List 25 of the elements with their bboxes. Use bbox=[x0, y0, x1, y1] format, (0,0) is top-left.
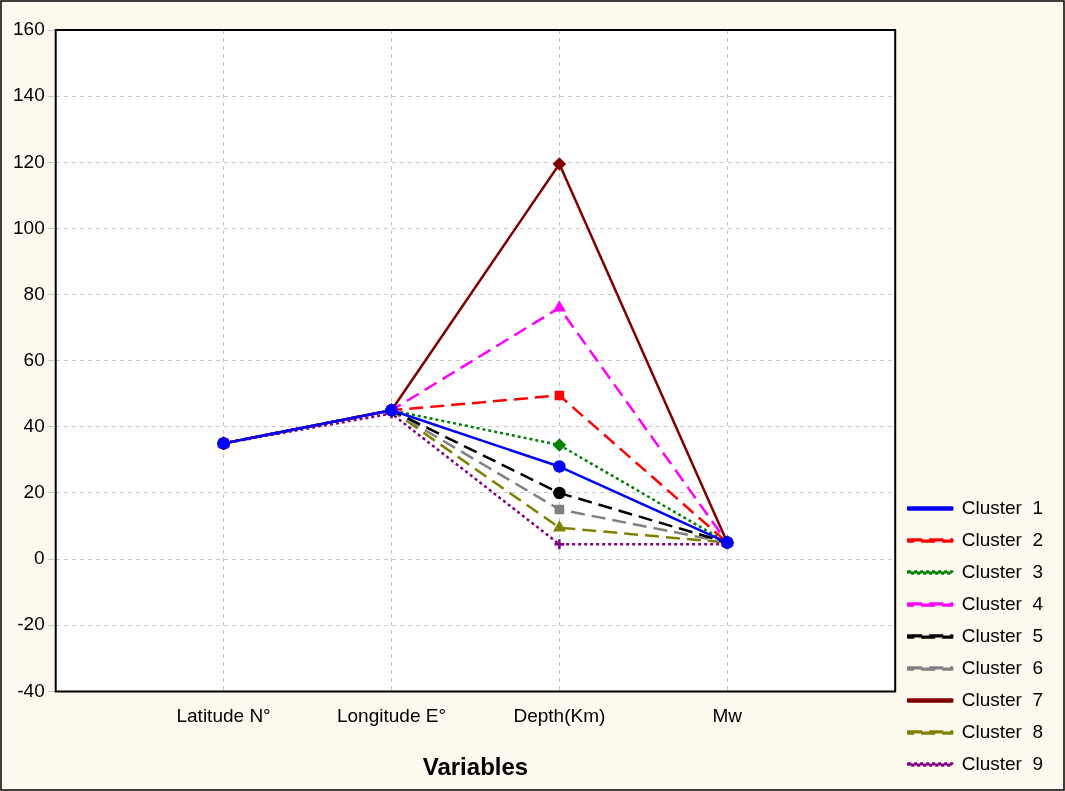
y-tick-label: 140 bbox=[13, 84, 45, 106]
y-tick-label: 0 bbox=[34, 547, 45, 569]
legend-label: Cluster 4 bbox=[961, 592, 1044, 614]
x-tick-label: Mw bbox=[712, 705, 743, 727]
y-tick-label: 60 bbox=[23, 348, 45, 370]
y-tick-label: 80 bbox=[23, 282, 45, 304]
y-tick-label: 100 bbox=[13, 216, 45, 238]
legend-label: Cluster 2 bbox=[961, 528, 1044, 550]
y-tick-label: -20 bbox=[17, 613, 45, 635]
legend-label: Cluster 8 bbox=[961, 720, 1044, 742]
legend-label: Cluster 6 bbox=[961, 656, 1044, 678]
x-tick-label: Latitude N° bbox=[176, 705, 271, 727]
y-tick-label: 40 bbox=[23, 415, 45, 437]
y-tick-label: -40 bbox=[17, 679, 45, 701]
legend-label: Cluster 3 bbox=[961, 560, 1044, 582]
legend-label: Cluster 5 bbox=[961, 624, 1044, 646]
y-tick-label: 160 bbox=[13, 18, 45, 40]
legend-label: Cluster 1 bbox=[961, 496, 1044, 518]
legend-label: Cluster 9 bbox=[961, 752, 1044, 774]
legend-label: Cluster 7 bbox=[961, 688, 1044, 710]
x-tick-label: Longitude E° bbox=[336, 705, 447, 727]
x-axis-title: Variables bbox=[422, 753, 529, 781]
x-tick-label: Depth(Km) bbox=[513, 705, 606, 727]
y-tick-label: 120 bbox=[13, 150, 45, 172]
y-tick-label: 20 bbox=[23, 481, 45, 503]
